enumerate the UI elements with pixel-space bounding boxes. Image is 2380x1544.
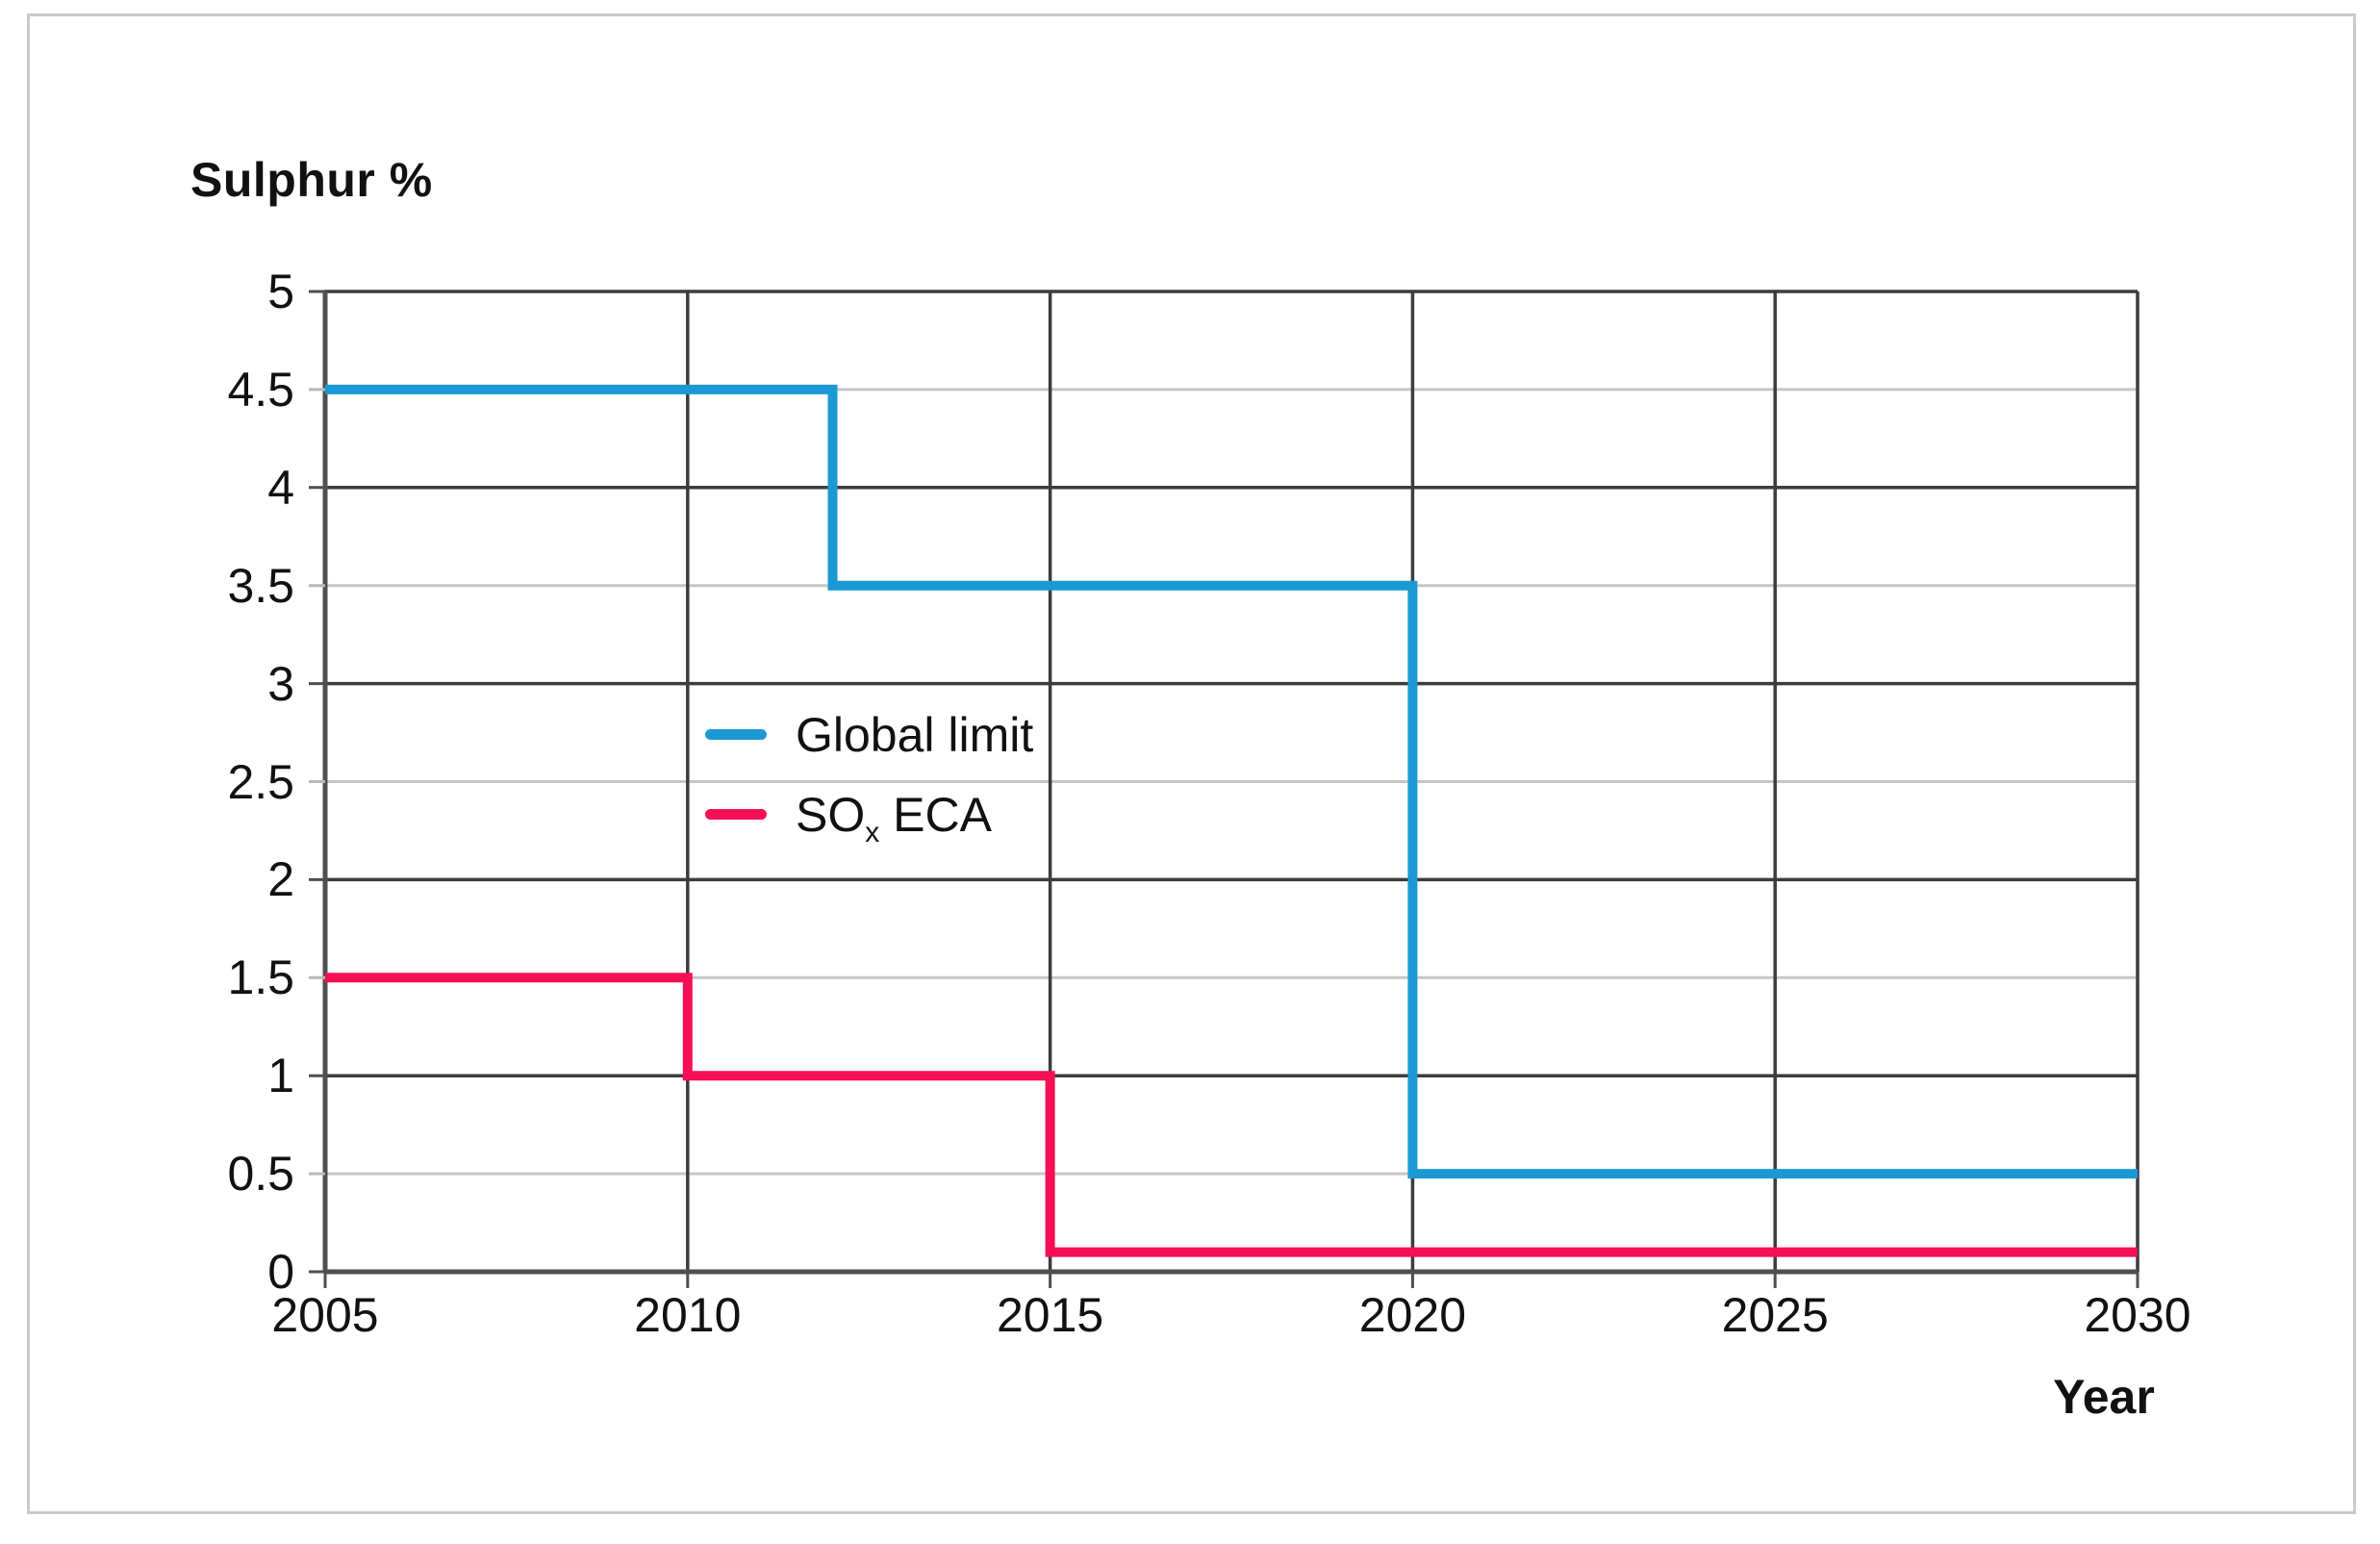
y-tick-label: 1 [267,1049,294,1103]
y-tick-labels: 0 0.5 1 1.5 2 2.5 3 3.5 4 4.5 5 [0,265,294,1299]
x-axis-title: Year [2053,1370,2155,1424]
legend-item-global-limit: Global limit [705,695,1033,774]
x-tick-label: 2020 [1358,1288,1466,1342]
plot-area: Global limit SOx ECA [309,290,2139,1288]
series-line-global-limit [325,384,2138,1179]
sox-label-subscript: x [865,816,880,848]
y-tick-label: 5 [267,265,294,318]
y-tick-label: 4 [267,460,294,515]
y-tick-label: 3 [267,656,294,711]
x-tick-labels: 2005 2010 2015 2020 2025 2030 [271,1287,2190,1345]
x-tick-label: 2025 [1721,1288,1829,1342]
y-tick-label: 2.5 [227,754,294,809]
y-tick-label: 2 [267,852,294,907]
y-tick-label: 0.5 [227,1147,294,1202]
x-tick-label: 2005 [271,1288,379,1342]
legend-label-global-limit: Global limit [796,707,1034,762]
y-tick-label: 3.5 [227,558,294,613]
sox-label-suffix: ECA [879,787,992,842]
y-tick-label: 1.5 [227,950,294,1005]
chart-panel-border [27,13,2356,1514]
legend: Global limit SOx ECA [705,695,1033,854]
series-line-sox-eca [325,973,2138,1257]
x-tick-label: 2030 [2084,1288,2191,1342]
chart-title: Sulphur % [190,153,433,207]
y-tick-label: 4.5 [227,362,294,417]
x-tick-label: 2015 [996,1288,1104,1342]
global-limit-line-swatch [705,729,767,740]
legend-label-sox-eca: SOx ECA [796,787,992,848]
chart-svg [309,290,2139,1288]
y-tick-label: 0 [267,1245,294,1299]
sox-label-prefix: SO [796,787,866,842]
sox-eca-line-swatch [705,809,767,820]
legend-item-sox-eca: SOx ECA [705,774,1033,854]
x-tick-label: 2010 [634,1288,742,1342]
